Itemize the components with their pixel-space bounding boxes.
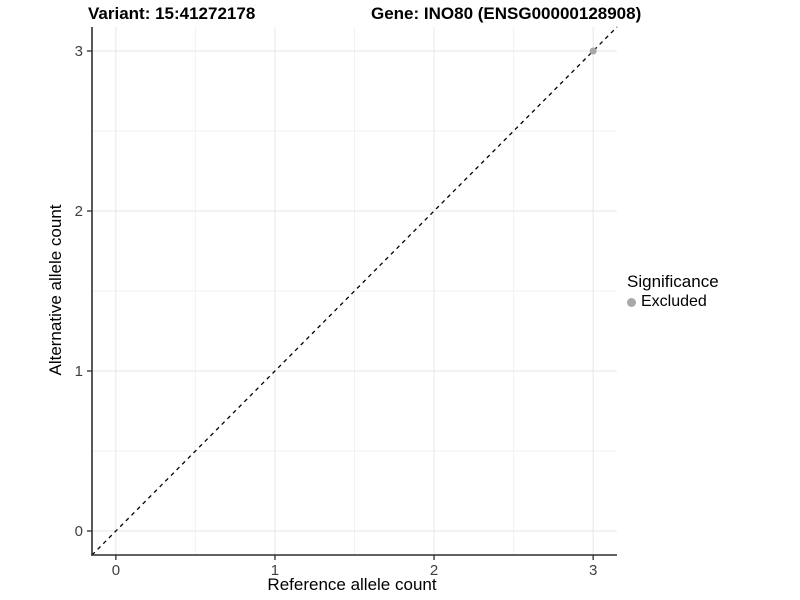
legend: Significance Excluded: [627, 271, 719, 312]
y-axis-title: Alternative allele count: [46, 204, 65, 376]
y-tick-label: 0: [75, 523, 83, 540]
y-tick-label: 3: [75, 43, 83, 60]
x-axis-title: Reference allele count: [267, 575, 437, 594]
x-tick-label: 3: [589, 562, 597, 579]
plot-title-gene: Gene: INO80 (ENSG00000128908): [371, 4, 642, 23]
plot-title-variant: Variant: 15:41272178: [88, 4, 256, 23]
x-tick-label: 1: [271, 562, 279, 579]
legend-item-excluded: Excluded: [627, 292, 719, 312]
legend-point-icon: [627, 297, 636, 307]
legend-title: Significance: [627, 272, 719, 291]
x-tick-label: 0: [112, 562, 120, 579]
y-tick-label: 1: [75, 363, 83, 380]
data-point: [589, 47, 597, 55]
x-tick-label: 2: [430, 562, 438, 579]
legend-item-label: Excluded: [641, 293, 707, 310]
y-tick-label: 2: [75, 203, 83, 220]
